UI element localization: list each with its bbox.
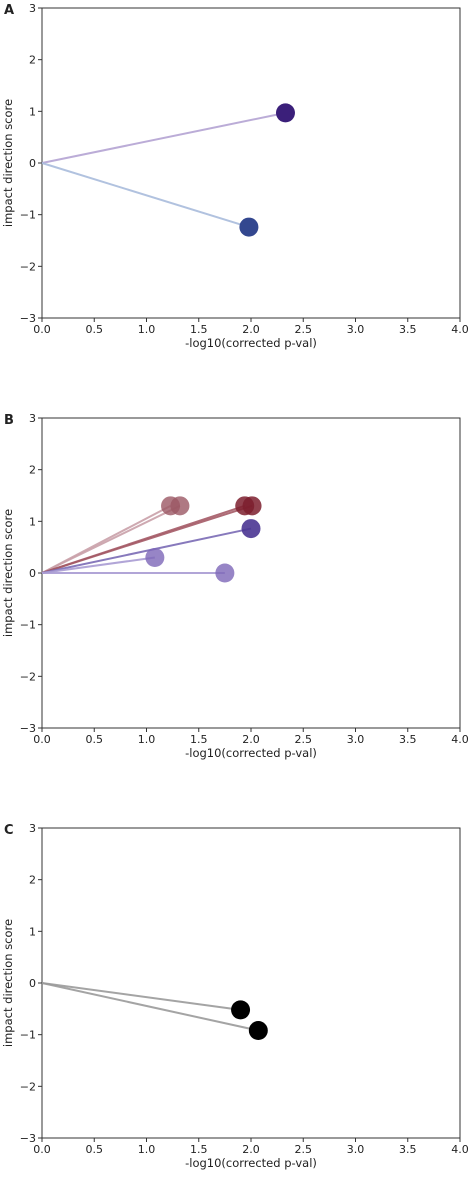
y-tick-label: 3 — [29, 412, 36, 425]
data-point — [239, 217, 259, 237]
y-tick-label: 2 — [29, 874, 36, 887]
series-line — [41, 504, 253, 574]
x-axis-label: -log10(corrected p-val) — [185, 1156, 317, 1170]
y-tick-label: 1 — [29, 925, 36, 938]
x-tick-label: 0.0 — [33, 323, 51, 336]
x-axis-label: -log10(corrected p-val) — [185, 746, 317, 760]
x-tick-label: 4.0 — [451, 1143, 469, 1156]
plot-frame — [41, 7, 461, 319]
data-point — [242, 496, 262, 516]
x-tick-label: 2.0 — [242, 1143, 260, 1156]
x-tick-label: 2.5 — [295, 1143, 313, 1156]
data-point — [248, 1021, 268, 1041]
panel-letter: A — [4, 3, 14, 18]
y-tick-label: −3 — [20, 722, 36, 735]
x-tick-label: 1.0 — [138, 323, 156, 336]
series-line — [41, 162, 250, 229]
y-tick-label: 0 — [29, 157, 36, 170]
y-tick-label: −2 — [20, 260, 36, 273]
data-point — [170, 496, 190, 516]
x-tick-label: 1.5 — [190, 323, 208, 336]
y-tick-label: −1 — [20, 619, 36, 632]
x-tick-label: 4.0 — [451, 323, 469, 336]
y-tick-label: −2 — [20, 1080, 36, 1093]
y-tick-label: 0 — [29, 977, 36, 990]
x-tick-label: 0.5 — [86, 733, 104, 746]
y-axis-label: impact direction score — [1, 99, 15, 227]
x-tick-label: 3.0 — [347, 323, 365, 336]
x-tick-label: 3.5 — [399, 733, 417, 746]
y-tick-label: −3 — [20, 1132, 36, 1145]
series-line — [41, 982, 241, 1011]
data-point — [145, 548, 165, 567]
x-tick-label: 2.5 — [295, 733, 313, 746]
series-line — [41, 556, 155, 574]
y-tick-label: 3 — [29, 822, 36, 835]
data-point — [215, 563, 235, 583]
chart-panel-b: B 0.0 0.5 1.0 1.5 2.0 2.5 3.0 3.5 4.0 3 2 1 0 −1 −2 −3 -l… — [1, 412, 469, 760]
x-tick-label: 2.5 — [295, 323, 313, 336]
x-tick-label: 2.0 — [242, 733, 260, 746]
plot-frame — [41, 827, 461, 1139]
data-point — [231, 1000, 251, 1020]
panel-letter: C — [4, 823, 14, 838]
x-axis-label: -log10(corrected p-val) — [185, 336, 317, 350]
x-tick-label: 2.0 — [242, 323, 260, 336]
x-tick-label: 3.0 — [347, 733, 365, 746]
series-line — [41, 504, 181, 574]
x-tick-label: 1.0 — [138, 733, 156, 746]
y-axis-label: impact direction score — [1, 509, 15, 637]
x-tick-label: 0.5 — [86, 323, 104, 336]
x-tick-label: 3.0 — [347, 1143, 365, 1156]
series-line — [41, 111, 286, 164]
x-tick-label: 0.0 — [33, 733, 51, 746]
y-tick-label: 3 — [29, 2, 36, 15]
y-axis-label: impact direction score — [1, 919, 15, 1047]
y-tick-label: −2 — [20, 670, 36, 683]
y-tick-label: 2 — [29, 54, 36, 67]
series-line — [41, 527, 252, 574]
y-tick-label: −1 — [20, 1029, 36, 1042]
y-tick-label: 0 — [29, 567, 36, 580]
x-tick-label: 3.5 — [399, 1143, 417, 1156]
panel-letter: B — [4, 413, 14, 428]
x-tick-label: 1.5 — [190, 1143, 208, 1156]
x-tick-label: 4.0 — [451, 733, 469, 746]
x-tick-label: 0.5 — [86, 1143, 104, 1156]
chart-panel-c: C 0.0 0.5 1.0 1.5 2.0 2.5 3.0 3.5 4.0 3 2 1 0 −1 −2 −3 -l… — [1, 822, 469, 1170]
x-tick-label: 0.0 — [33, 1143, 51, 1156]
chart-panel-a: A 0.0 0.5 1.0 1.5 2.0 2.5 3.0 3.5 4.0 3 2 1 0 −1 −2 −3 -l… — [1, 2, 469, 350]
x-tick-label: 3.5 — [399, 323, 417, 336]
series-line — [41, 982, 259, 1032]
y-tick-label: 2 — [29, 464, 36, 477]
y-tick-label: −1 — [20, 209, 36, 222]
data-point — [241, 519, 261, 539]
y-tick-label: 1 — [29, 515, 36, 528]
data-point — [275, 103, 295, 123]
y-tick-label: −3 — [20, 312, 36, 325]
x-tick-label: 1.5 — [190, 733, 208, 746]
y-tick-label: 1 — [29, 105, 36, 118]
x-tick-label: 1.0 — [138, 1143, 156, 1156]
